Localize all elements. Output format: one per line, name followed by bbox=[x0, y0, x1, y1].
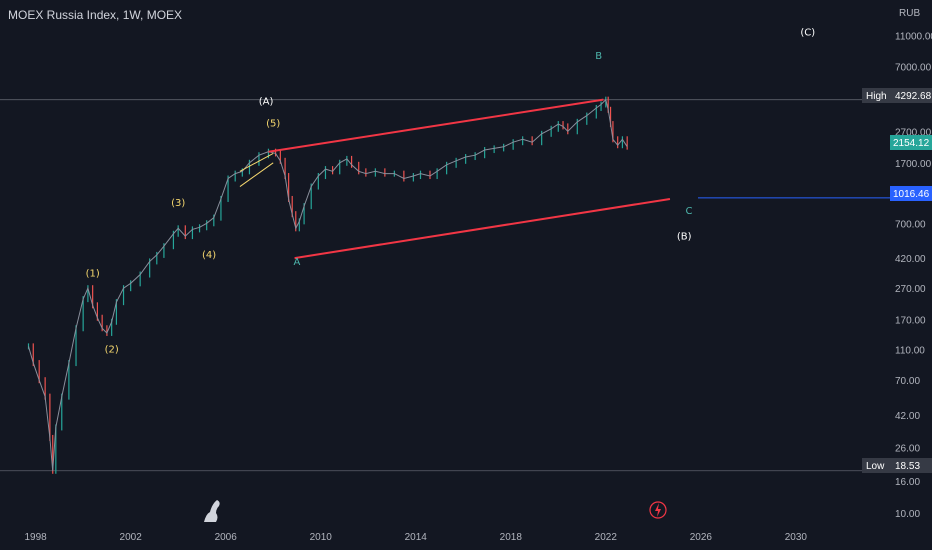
x-tick-label: 2006 bbox=[215, 532, 238, 543]
blue-line-value: 1016.46 bbox=[893, 189, 930, 200]
wave-label: A bbox=[294, 257, 301, 268]
wave-label: (C) bbox=[800, 28, 815, 39]
blue-line-badge bbox=[890, 186, 932, 201]
wedge-bottom-line bbox=[239, 162, 274, 187]
last-price-badge bbox=[890, 135, 932, 150]
y-tick-label: 170.00 bbox=[895, 316, 926, 327]
y-tick-label: 42.00 bbox=[895, 411, 920, 422]
y-tick-label: 10.00 bbox=[895, 509, 920, 520]
y-tick-label: 420.00 bbox=[895, 254, 926, 265]
last-price-value: 2154.12 bbox=[893, 138, 930, 149]
tradingview-logo-icon[interactable] bbox=[204, 500, 220, 522]
low-label: Low bbox=[866, 461, 885, 472]
x-tick-label: 1998 bbox=[25, 532, 48, 543]
wave-label: (A) bbox=[259, 96, 274, 107]
y-tick-label: 110.00 bbox=[895, 345, 925, 356]
chart-title: MOEX Russia Index, 1W, MOEX bbox=[8, 8, 183, 22]
y-tick-label: 2700.00 bbox=[895, 127, 932, 138]
wave-label: (3) bbox=[171, 198, 185, 209]
y-tick-label: 26.00 bbox=[895, 444, 920, 455]
x-tick-label: 2014 bbox=[405, 532, 428, 543]
y-tick-label: 700.00 bbox=[895, 219, 926, 230]
low-badge bbox=[862, 458, 932, 473]
y-tick-label: 11000.00 bbox=[895, 32, 932, 43]
x-tick-label: 2010 bbox=[310, 532, 333, 543]
y-tick-label: 70.00 bbox=[895, 376, 920, 387]
x-tick-label: 2022 bbox=[595, 532, 618, 543]
y-tick-label: 16.00 bbox=[895, 477, 920, 488]
wave-label: (5) bbox=[266, 118, 280, 129]
low-value: 18.53 bbox=[895, 461, 920, 472]
wave-label: (4) bbox=[202, 250, 216, 261]
wave-label: (1) bbox=[86, 269, 100, 280]
y-axis-currency: RUB bbox=[899, 8, 920, 19]
y-tick-label: 270.00 bbox=[895, 284, 926, 295]
high-badge bbox=[862, 88, 932, 103]
x-tick-label: 2018 bbox=[500, 532, 523, 543]
price-series-line bbox=[28, 98, 628, 471]
wave-label: C bbox=[685, 206, 692, 217]
wave-label: (2) bbox=[105, 345, 119, 356]
channel-lower-line bbox=[294, 197, 671, 260]
x-tick-label: 2002 bbox=[120, 532, 143, 543]
high-value: 4292.68 bbox=[895, 91, 932, 102]
events-lightning-icon[interactable] bbox=[649, 501, 667, 519]
y-tick-label: 1700.00 bbox=[895, 159, 932, 170]
wave-label: B bbox=[595, 51, 602, 62]
channel-upper-line bbox=[268, 98, 604, 153]
wedge-top-line bbox=[239, 153, 274, 172]
y-tick-label: 7000.00 bbox=[895, 62, 932, 73]
wave-label: (B) bbox=[677, 232, 692, 243]
x-tick-label: 2030 bbox=[785, 532, 808, 543]
high-label: High bbox=[866, 91, 887, 102]
x-tick-label: 2026 bbox=[690, 532, 713, 543]
